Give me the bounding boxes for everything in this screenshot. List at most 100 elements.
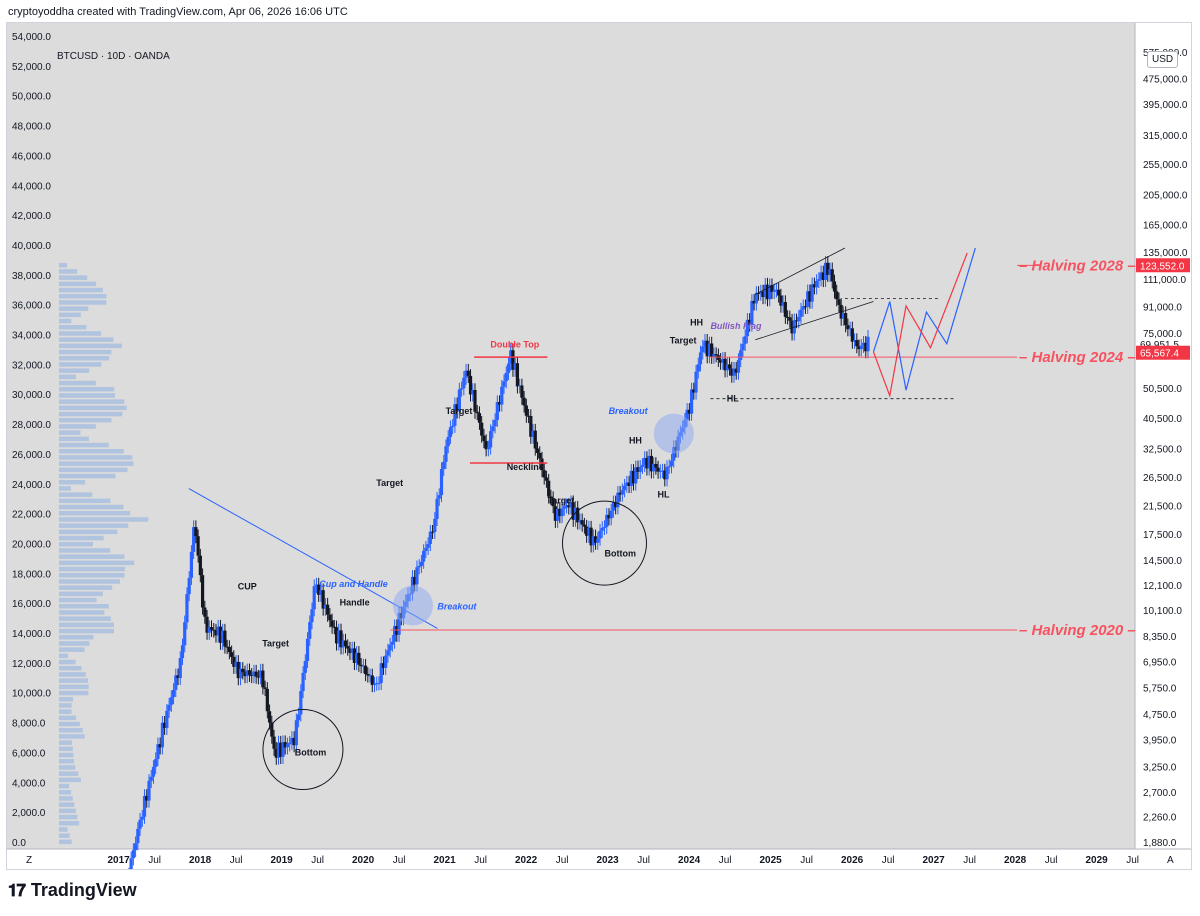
candle-body	[151, 766, 156, 777]
candle-body	[723, 358, 727, 371]
candle-body	[218, 626, 223, 643]
candle-body	[321, 590, 325, 609]
volume-profile-bar	[59, 814, 78, 820]
candle-body	[272, 736, 276, 749]
right-axis-tick-label: 475,000.0	[1143, 74, 1188, 85]
candle-body	[797, 316, 801, 322]
currency-button[interactable]: USD	[1147, 51, 1179, 68]
candle-body	[783, 302, 787, 317]
volume-profile-bar	[59, 622, 114, 628]
candle-body	[770, 285, 774, 292]
candle-body	[852, 340, 857, 342]
volume-profile-bar	[59, 399, 125, 404]
bottom-circle	[262, 709, 344, 791]
chart-frame[interactable]: 54,000.0 52,000.0 50,000.0 48,000.0 46,000.0…	[6, 22, 1192, 870]
candle-body	[830, 269, 834, 282]
candle-body	[160, 722, 164, 748]
candle-body	[165, 710, 169, 728]
volume-profile-bar	[59, 647, 85, 652]
candle-body	[138, 819, 142, 829]
right-axis-tick-label: 10,100.0	[1143, 606, 1182, 617]
candle-body	[352, 648, 357, 663]
annotation-label: HH	[629, 435, 642, 445]
candle-body	[480, 422, 484, 436]
candle-body	[689, 389, 694, 414]
volume-profile-bar	[59, 827, 68, 832]
candle-body	[759, 291, 763, 294]
candle-body	[252, 671, 256, 677]
candle-body	[270, 722, 274, 737]
left-axis-tick-label: 20,000.0	[12, 539, 51, 550]
candle-body	[524, 405, 528, 416]
candle-body	[607, 514, 611, 519]
candle-body	[435, 498, 439, 519]
candle-body	[754, 292, 758, 304]
candle-body	[453, 404, 457, 426]
candle-body	[319, 590, 323, 595]
volume-profile-bar	[59, 523, 129, 528]
candle-body	[259, 670, 263, 678]
candle-body	[176, 675, 180, 679]
volume-profile-bar	[59, 684, 89, 690]
candle-body	[332, 626, 336, 628]
left-axis-tick-label: 44,000.0	[12, 181, 51, 192]
candle-body	[323, 604, 327, 609]
candle-body	[343, 640, 348, 647]
left-axis-tick-label: 42,000.0	[12, 211, 51, 222]
candle-body	[567, 505, 571, 508]
candle-body	[495, 402, 499, 420]
candle-body	[602, 526, 607, 528]
annotation-label: Bullish Flag	[710, 321, 762, 331]
candle-body	[397, 613, 401, 635]
candle-body	[743, 336, 747, 344]
left-axis-tick-label: 4,000.0	[12, 778, 46, 789]
candle-body	[279, 742, 283, 757]
candle-body	[149, 776, 153, 781]
candle-body	[261, 670, 265, 688]
volume-profile-bar	[59, 672, 86, 677]
time-axis-tick-label: Z	[26, 855, 32, 866]
volume-profile-bar	[59, 418, 112, 423]
annotation-label: Bottom	[295, 747, 327, 757]
candle-body	[433, 518, 437, 532]
candle-body	[835, 291, 839, 300]
candle-body	[558, 508, 562, 517]
time-axis-tick-label: Jul	[230, 855, 243, 866]
candle-body	[533, 430, 537, 449]
candle-body	[734, 368, 738, 373]
price-tag-label: 123,552.0	[1140, 261, 1185, 272]
candle-body	[837, 299, 841, 305]
volume-profile-bar	[59, 405, 127, 411]
candle-body	[553, 506, 557, 521]
candle-body	[823, 262, 828, 280]
candle-body	[133, 843, 138, 851]
candle-body	[819, 272, 823, 280]
candle-body	[448, 427, 453, 437]
price-tag-label: 69,951.5	[1140, 340, 1179, 351]
right-axis-tick-label: 315,000.0	[1143, 131, 1188, 142]
chart-canvas[interactable]: 54,000.0 52,000.0 50,000.0 48,000.0 46,000.0…	[7, 23, 1191, 869]
candle-body	[185, 594, 189, 623]
candle-body	[596, 538, 600, 543]
candle-body	[832, 281, 837, 292]
volume-profile-bar	[59, 777, 81, 783]
candle-body	[611, 502, 616, 511]
candle-body	[643, 457, 647, 465]
volume-profile-bar	[59, 325, 87, 330]
candle-body	[446, 436, 450, 447]
candle-body	[645, 457, 649, 469]
candle-body	[821, 272, 825, 280]
candle-body	[214, 630, 218, 636]
candle-body	[739, 350, 743, 360]
annotation-label: CUP	[238, 581, 257, 591]
candle-body	[640, 464, 645, 467]
candle-body	[660, 470, 665, 472]
volume-profile-bar	[59, 263, 67, 268]
volume-profile-bar	[59, 318, 72, 324]
candle-body	[466, 370, 470, 376]
candle-body	[652, 463, 656, 472]
candle-body	[366, 674, 370, 676]
candle-body	[200, 575, 205, 608]
halving-label: – Halving 2024 –	[1019, 349, 1136, 366]
time-axis-tick-label: 2025	[760, 855, 783, 866]
